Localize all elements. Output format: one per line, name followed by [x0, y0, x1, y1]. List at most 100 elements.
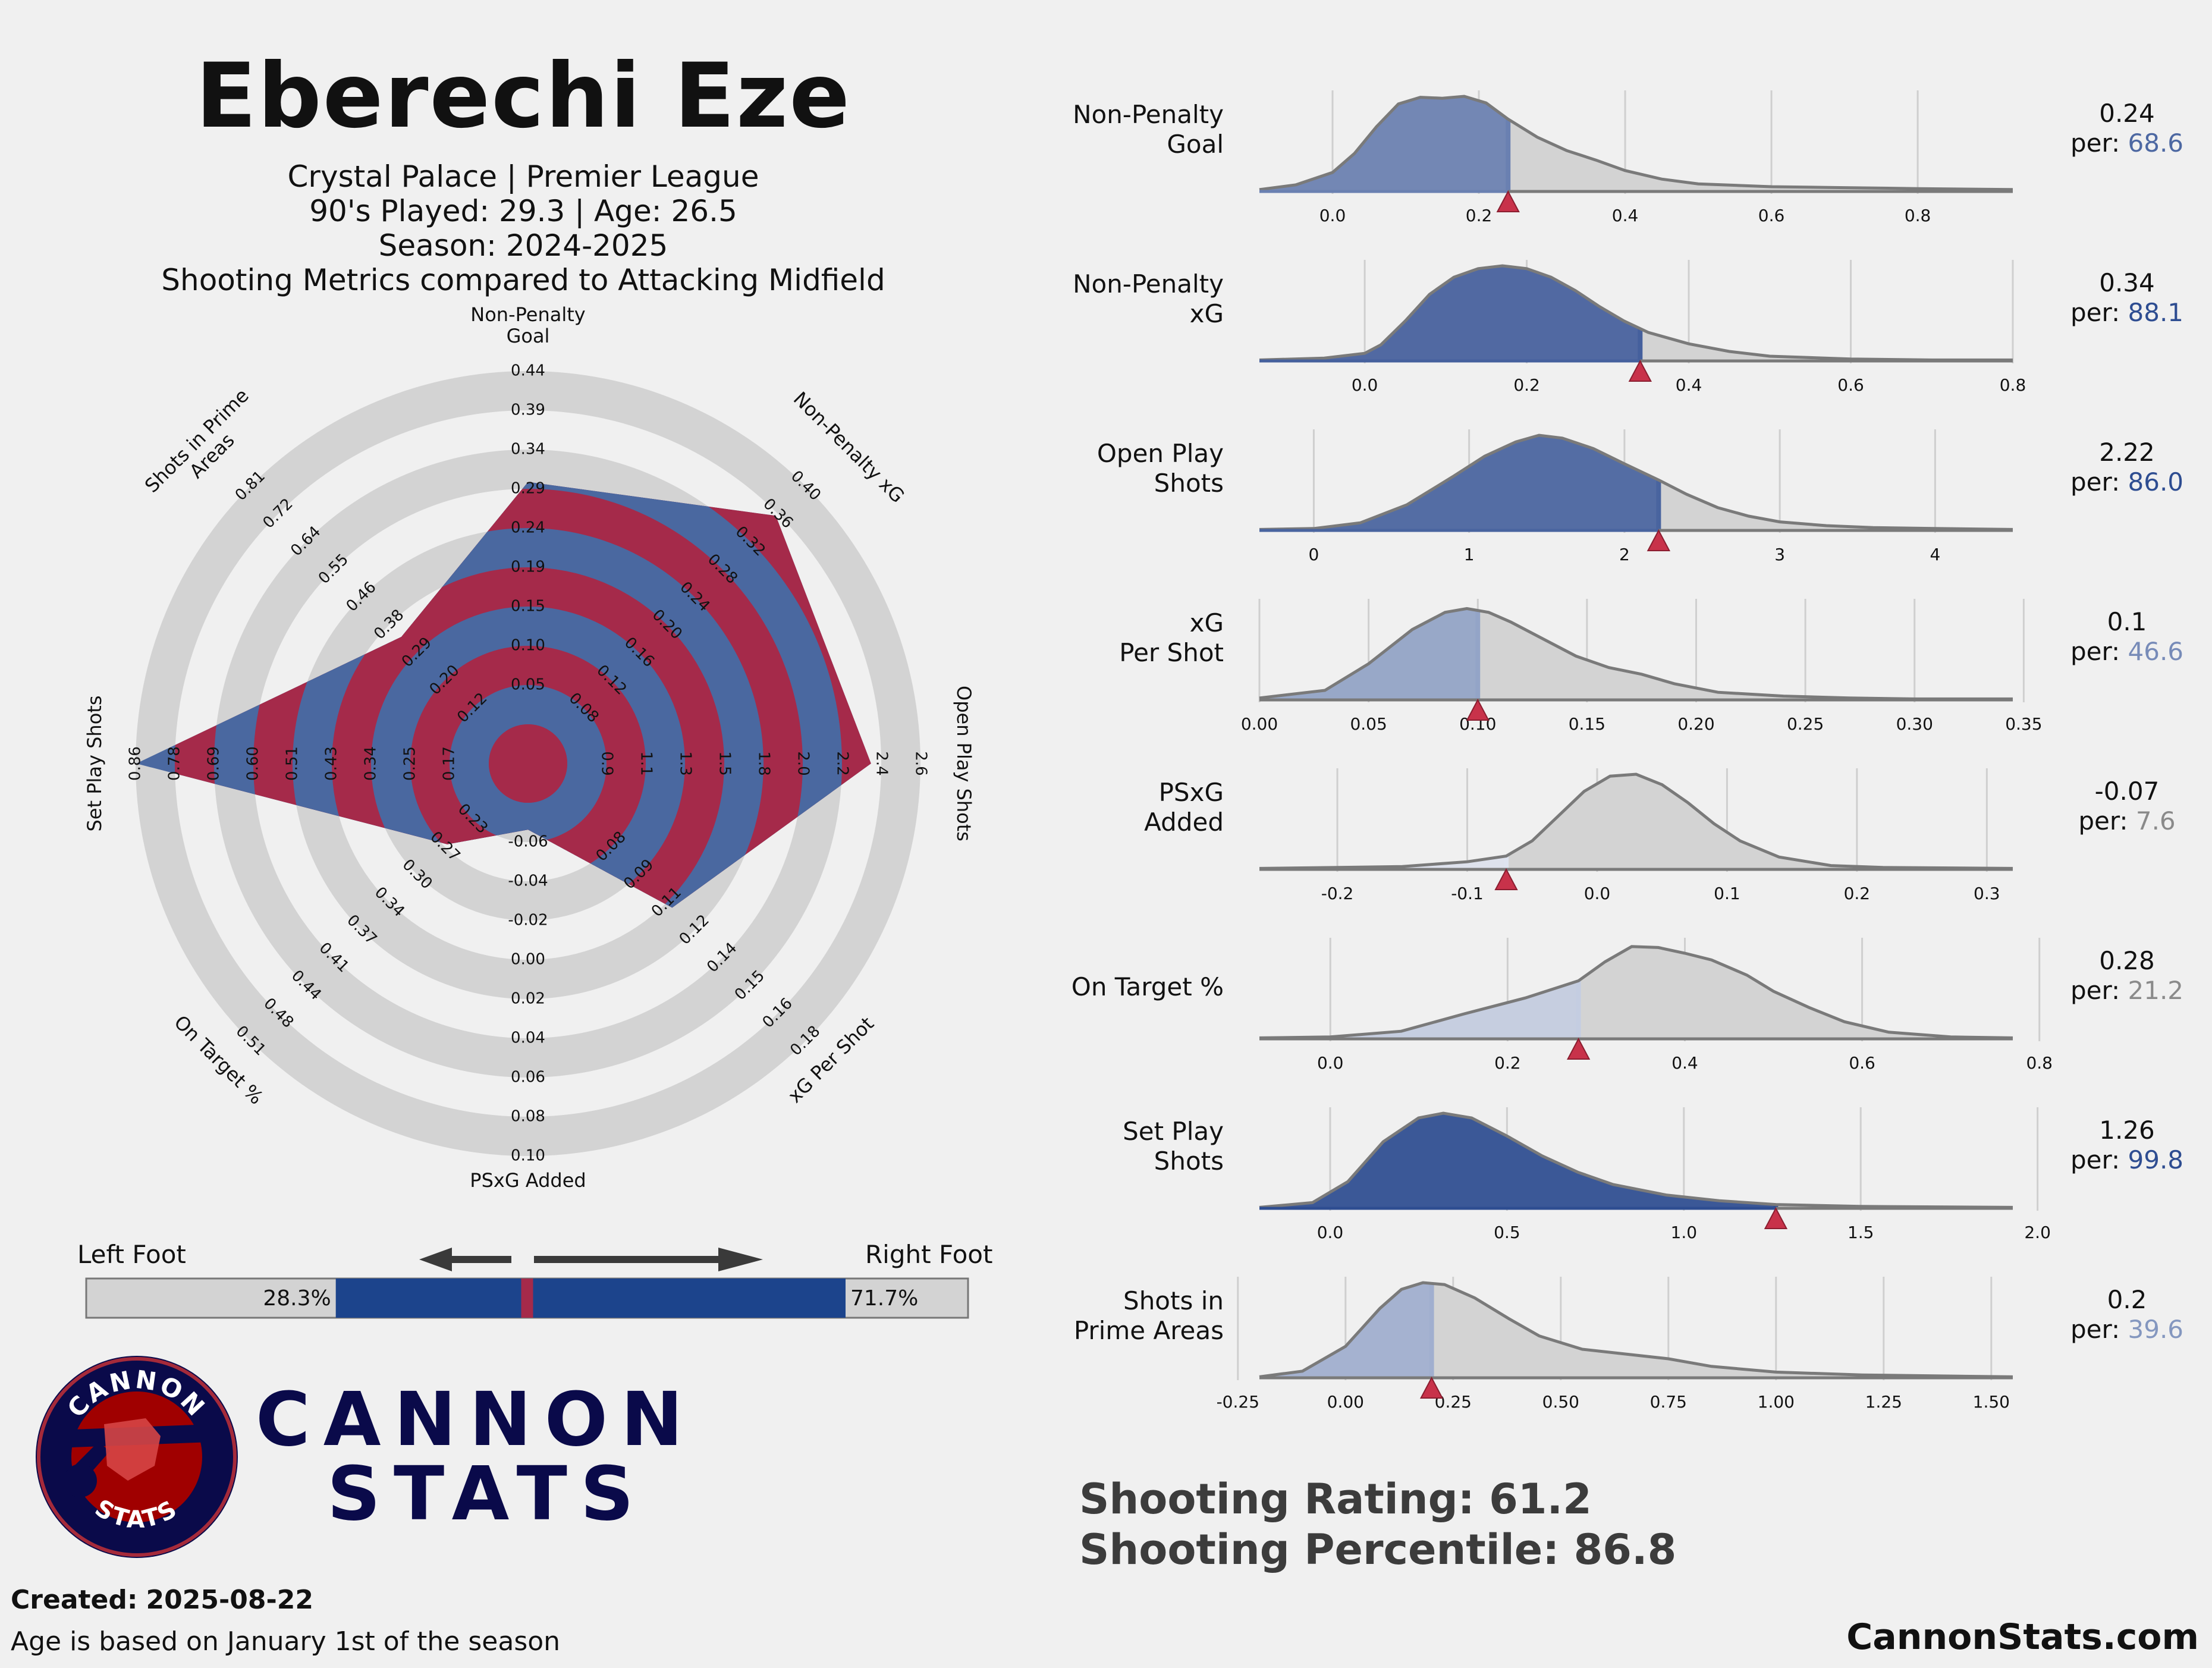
distribution-curve: [1259, 95, 2013, 191]
player-value-marker: [1628, 359, 1652, 382]
radar-tick-label: 0.10: [511, 637, 545, 655]
metric-value: 0.28: [2099, 946, 2155, 975]
metric-percentile: per: 39.6: [2070, 1315, 2183, 1344]
distribution-tick-label: 0.2: [1466, 206, 1493, 225]
distribution-tick-label: 0.0: [1317, 1223, 1344, 1242]
radar-tick-label: 2.4: [873, 751, 891, 775]
right-arrow-shaft: [534, 1256, 718, 1263]
radar-tick-label: 0.51: [284, 746, 301, 781]
metric-value: 0.34: [2099, 268, 2155, 297]
distribution-tick-label: 1.25: [1865, 1392, 1902, 1412]
left-foot-label: Left Foot: [77, 1240, 186, 1269]
distribution-curve: [1259, 1281, 2013, 1378]
radar-tick-label: 0.24: [511, 519, 545, 537]
radar-tick-label: 0.19: [511, 558, 545, 576]
metric-percentile: per: 68.6: [2070, 128, 2183, 158]
player-value-marker: [1466, 698, 1490, 721]
distribution-tick-label: 1.50: [1973, 1392, 2010, 1412]
logo-word-cannon: CANNON: [256, 1377, 696, 1463]
minutes-age: 90's Played: 29.3 | Age: 26.5: [309, 194, 737, 228]
distribution-area: [1259, 774, 2013, 869]
created-label: Created:: [11, 1585, 138, 1615]
radar-tick-label: 1.5: [716, 751, 734, 775]
metric-value: 2.22: [2099, 438, 2155, 467]
distribution-tick-label: 0.15: [1569, 714, 1605, 734]
player-value-marker: [1647, 529, 1671, 551]
radar-tick-label: 0.05: [511, 676, 545, 694]
distribution-tick-label: 0.1: [1714, 884, 1740, 903]
distribution-tick-label: -0.1: [1451, 884, 1484, 903]
age-note: Age is based on January 1st of the seaso…: [11, 1626, 561, 1657]
radar-tick-label: 0.78: [166, 746, 184, 781]
distribution-tick-label: 0.4: [1676, 375, 1702, 395]
distribution-metric-label: Shots in Prime Areas: [1074, 1286, 1224, 1345]
distribution-tick-label: 0.25: [1787, 714, 1824, 734]
radar-tick-label: 0.69: [205, 746, 223, 781]
player-value-marker: [1566, 1037, 1591, 1060]
player-value-marker: [1494, 868, 1518, 890]
distribution-tick-label: 0.05: [1350, 714, 1387, 734]
distribution-percentile-area: [1259, 1283, 1432, 1378]
radar-tick-label: 2.2: [834, 751, 852, 775]
distribution-curve: [1259, 264, 2013, 362]
metric-percentile: per: 86.0: [2070, 467, 2183, 497]
distribution-percentile-area: [1259, 608, 1478, 700]
player-value-marker: [1496, 190, 1520, 212]
site-url: CannonStats.com: [1846, 1616, 2199, 1658]
radar-tick-label: 0.15: [511, 598, 545, 615]
player-value-marker: [1419, 1376, 1444, 1399]
distribution-metric-label: Non-Penalty Goal: [1073, 100, 1224, 159]
distribution-tick-label: 0.50: [1542, 1392, 1579, 1412]
metric-percentile: per: 7.6: [2078, 806, 2175, 835]
distribution-tick-label: 0.8: [1905, 206, 1931, 225]
radar-tick-label: 0.29: [511, 480, 545, 498]
cannon-icon: [56, 1418, 211, 1497]
left-foot-percent: 28.3%: [263, 1286, 331, 1311]
distribution-tick-label: 1: [1464, 545, 1475, 564]
distribution-percentile-area: [1259, 435, 1659, 530]
radar-tick-label: 0.39: [511, 401, 545, 419]
distribution-tick-label: 0.4: [1612, 206, 1639, 225]
distribution-tick-label: 0: [1309, 545, 1319, 564]
metric-percentile: per: 46.6: [2070, 637, 2183, 666]
radar-axis-label: Open Play Shots: [953, 686, 975, 841]
distribution-area: [1259, 1283, 2013, 1378]
foot-arrows: [419, 1248, 763, 1271]
shooting-percentile: Shooting Percentile: 86.8: [1079, 1525, 1677, 1574]
distribution-tick-label: 4: [1930, 545, 1940, 564]
radar-axis-label: Non-Penalty Goal: [470, 303, 585, 347]
distribution-tick-label: -0.2: [1321, 884, 1354, 903]
distribution-tick-label: 1.0: [1671, 1223, 1698, 1242]
distribution-metric-label: Open Play Shots: [1097, 439, 1224, 498]
distribution-tick-label: 0.0: [1319, 206, 1346, 225]
created-date: 2025-08-22: [146, 1585, 313, 1615]
radar-tick-label: 0.34: [511, 441, 545, 458]
distribution-tick-label: 0.2: [1513, 375, 1540, 395]
distribution-tick-label: 0.2: [1844, 884, 1871, 903]
foot-bar-fill: [335, 1279, 846, 1318]
distribution-metric-label: xG Per Shot: [1119, 608, 1224, 667]
distribution-metric-label: Set Play Shots: [1123, 1117, 1224, 1176]
radar-tick-label: 0.44: [511, 362, 545, 380]
distribution-curve: [1259, 1111, 2013, 1209]
metric-value: 0.2: [2107, 1285, 2147, 1314]
distribution-metric-label: PSxG Added: [1144, 778, 1224, 837]
distribution-tick-label: 2.0: [2024, 1223, 2051, 1242]
left-arrow-shaft: [452, 1256, 511, 1263]
distribution-tick-label: 0.00: [1241, 714, 1278, 734]
radar-axis-label: Set Play Shots: [83, 695, 106, 831]
comparison-subtitle: Shooting Metrics compared to Attacking M…: [161, 263, 885, 297]
radar-tick-label: 0.9: [598, 751, 616, 775]
distribution-percentile-area: [1259, 266, 1641, 361]
distribution-tick-label: 0.35: [2005, 714, 2042, 734]
radar-tick-label: 0.00: [511, 951, 545, 969]
metric-percentile: per: 21.2: [2070, 976, 2183, 1005]
radar-tick-label: 0.43: [323, 746, 341, 781]
distribution-percentile-area: [1259, 856, 1507, 869]
